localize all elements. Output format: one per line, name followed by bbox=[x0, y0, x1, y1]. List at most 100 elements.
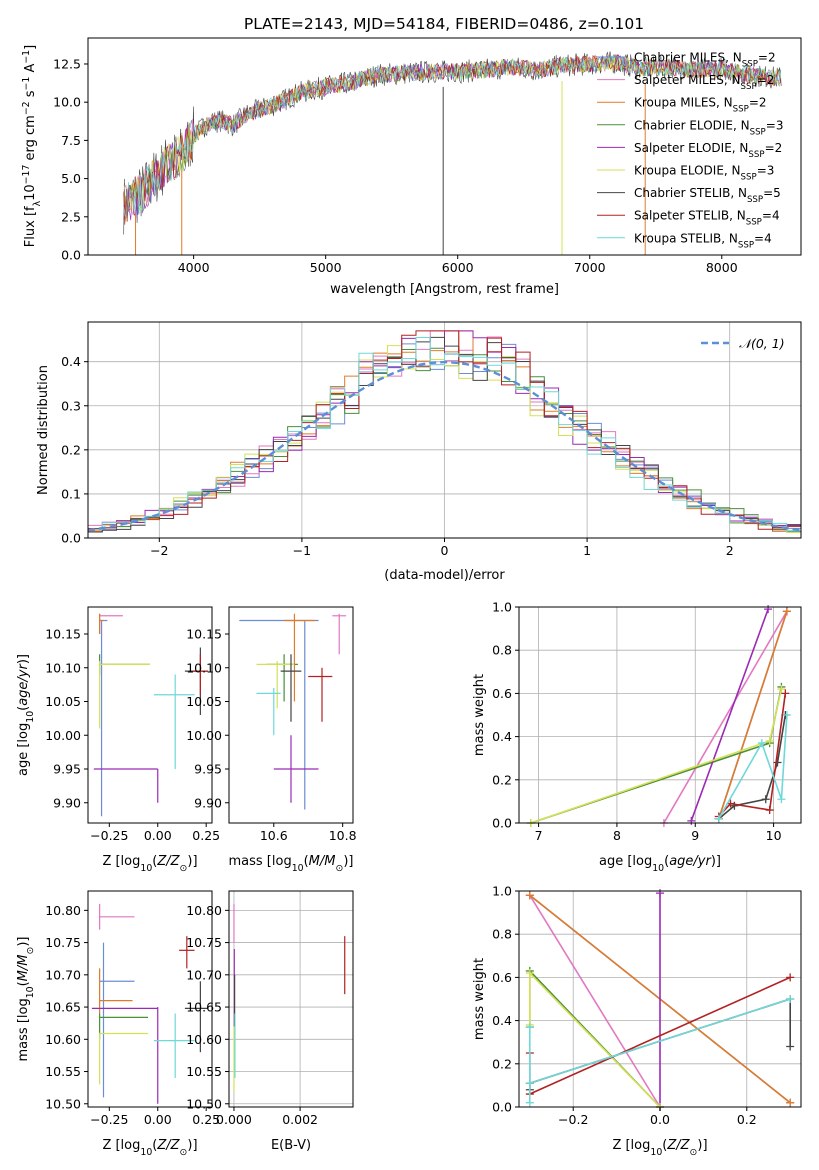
y-axis-label: mass weight bbox=[472, 958, 487, 1040]
axes-frame bbox=[87, 890, 213, 1108]
x-tick-label: −0.2 bbox=[558, 1112, 588, 1127]
label-part: ⊙ bbox=[335, 863, 343, 874]
label-part: =2 bbox=[757, 73, 775, 87]
label-part: 10 bbox=[140, 1147, 152, 1158]
weight-line bbox=[718, 714, 788, 820]
legend-label: Salpeter ELODIE, NSSP=2 bbox=[634, 141, 782, 160]
label-part: erg cm bbox=[23, 115, 38, 164]
label-part: Salpeter MILES, N bbox=[634, 73, 741, 87]
y-tick-label: 10.50 bbox=[186, 1096, 222, 1111]
legend-label: Kroupa STELIB, NSSP=4 bbox=[634, 231, 772, 250]
x-tick-label: 5000 bbox=[310, 260, 342, 275]
y-tick-label: 2.5 bbox=[61, 209, 81, 224]
label-part: mass [log bbox=[16, 998, 31, 1061]
label-part: SSP bbox=[733, 105, 749, 115]
y-tick-label: 9.90 bbox=[194, 795, 222, 810]
label-part: Z/Z bbox=[666, 1138, 690, 1153]
legend-label: Chabrier ELODIE, NSSP=3 bbox=[634, 118, 783, 137]
label-part: age [log bbox=[599, 854, 652, 869]
weight-line bbox=[529, 894, 661, 1108]
label-part: Flux [f bbox=[23, 206, 38, 247]
weight-marker bbox=[781, 689, 790, 698]
label-part: =3 bbox=[757, 164, 775, 178]
x-tick-label: 0.002 bbox=[282, 1112, 318, 1127]
label-part: ( bbox=[662, 1138, 667, 1153]
weight-marker bbox=[782, 607, 791, 616]
histogram-step bbox=[87, 330, 802, 538]
x-axis-label: wavelength [Angstrom, rest frame] bbox=[330, 282, 559, 297]
y-tick-label: 0.8 bbox=[492, 643, 512, 658]
label-part: ⊙ bbox=[25, 947, 36, 955]
label-part: ( bbox=[152, 854, 157, 869]
label-part: age [log bbox=[16, 723, 31, 776]
weight-line bbox=[529, 998, 791, 1103]
label-part: SSP bbox=[746, 218, 762, 228]
y-tick-label: 0.0 bbox=[61, 531, 81, 546]
weight-line bbox=[663, 610, 788, 824]
weight-marker bbox=[525, 891, 534, 900]
axes-mass_vs_Z: −0.25 0.00 0.2510.5010.5510.6010.6510.7010… bbox=[16, 890, 220, 1158]
y-tick-label: 10.75 bbox=[186, 935, 222, 950]
y-tick-label: 10.15 bbox=[186, 627, 222, 642]
label-part: −17 bbox=[21, 165, 32, 185]
plot-area-weight_vs_Z bbox=[525, 889, 795, 1111]
label-part: λ bbox=[32, 200, 43, 206]
y-tick-label: 10.80 bbox=[45, 903, 81, 918]
label-part: Salpeter STELIB, N bbox=[634, 209, 746, 223]
x-tick-label: 2 bbox=[726, 543, 734, 558]
weight-line bbox=[718, 611, 788, 819]
y-tick-label: 0.2 bbox=[61, 442, 81, 457]
x-axis-label: age [log10(age/yr)] bbox=[599, 854, 721, 874]
plot-area-weight_vs_age bbox=[526, 605, 791, 827]
y-tick-label: 10.10 bbox=[186, 660, 222, 675]
label-part: Z [log bbox=[102, 854, 140, 869]
label-part: 10 bbox=[25, 986, 36, 998]
label-part: )] bbox=[711, 854, 721, 869]
x-tick-label: 9 bbox=[691, 828, 699, 843]
label-part: )] bbox=[343, 854, 353, 869]
label-part: SSP bbox=[741, 82, 757, 92]
y-tick-label: 0.2 bbox=[492, 772, 512, 787]
weight-marker bbox=[525, 1079, 534, 1088]
label-part: Salpeter ELODIE, N bbox=[634, 141, 748, 155]
x-tick-label: 7000 bbox=[574, 260, 606, 275]
label-part: Chabrier MILES, N bbox=[634, 51, 742, 65]
y-tick-label: 10.15 bbox=[45, 627, 81, 642]
axes-age_vs_Z: −0.25 0.00 0.25 9.90 9.95 10.00 10.05 10.10 10.1… bbox=[16, 606, 220, 874]
weight-line bbox=[529, 971, 661, 1108]
x-tick-label: 4000 bbox=[178, 260, 210, 275]
x-tick-label: 0.25 bbox=[192, 1112, 220, 1127]
x-tick-label: 1 bbox=[583, 543, 591, 558]
y-tick-label: 10.05 bbox=[186, 694, 222, 709]
x-axis-label: Z [log10(Z/Z⊙)] bbox=[102, 854, 197, 874]
y-tick-label: 0.6 bbox=[492, 970, 512, 985]
axes-spectrum: 4000 5000 6000 7000 8000 0.0 2.5 5.0 7.5 10.0 12.5… bbox=[21, 37, 802, 297]
weight-marker bbox=[525, 969, 534, 978]
label-part: ( bbox=[16, 706, 31, 711]
label-part: ⊙ bbox=[180, 1147, 188, 1158]
weight-line bbox=[530, 686, 783, 824]
y-tick-label: 1.0 bbox=[492, 600, 512, 615]
y-tick-label: 0.4 bbox=[492, 1013, 512, 1028]
label-part: ⊙ bbox=[690, 1147, 698, 1158]
y-tick-label: 10.00 bbox=[186, 728, 222, 743]
weight-marker bbox=[764, 605, 773, 614]
y-tick-label: 0.4 bbox=[492, 729, 512, 744]
x-tick-label: −2 bbox=[150, 543, 168, 558]
plot-area-age_vs_Z bbox=[93, 613, 209, 817]
legend-label: Chabrier MILES, NSSP=2 bbox=[634, 51, 776, 70]
label-part: =2 bbox=[765, 141, 783, 155]
label-part: −1 bbox=[21, 50, 32, 64]
x-tick-label: 10.8 bbox=[329, 828, 357, 843]
label-part: Kroupa ELODIE, N bbox=[634, 164, 741, 178]
y-tick-label: 10.70 bbox=[186, 967, 222, 982]
x-tick-label: −0.25 bbox=[90, 1112, 128, 1127]
label-part: )] bbox=[16, 654, 31, 664]
label-part: =4 bbox=[754, 231, 772, 245]
weight-marker bbox=[761, 795, 770, 804]
label-part: SSP bbox=[742, 60, 758, 70]
label-part: −1 bbox=[21, 77, 32, 91]
figure-title: PLATE=2143, MJD=54184, FIBERID=0486, z=0… bbox=[244, 15, 644, 33]
x-axis-label: Z [log10(Z/Z⊙)] bbox=[612, 1138, 707, 1158]
weight-marker bbox=[786, 995, 795, 1003]
